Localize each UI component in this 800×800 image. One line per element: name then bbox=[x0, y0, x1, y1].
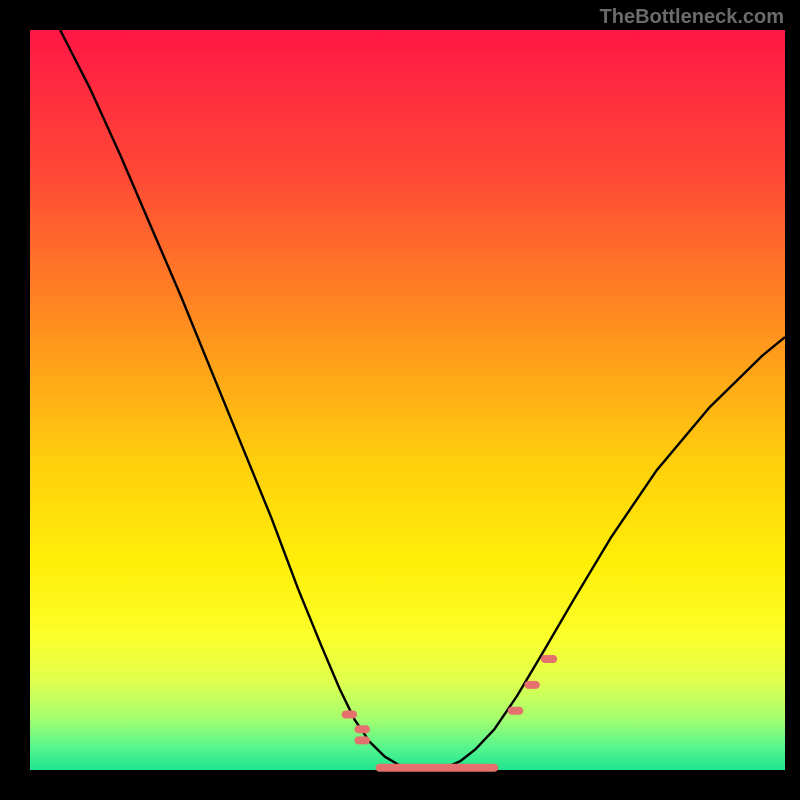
chart-svg bbox=[0, 0, 800, 800]
chart-root: TheBottleneck.com bbox=[0, 0, 800, 800]
watermark-text: TheBottleneck.com bbox=[600, 6, 784, 29]
plot-background bbox=[30, 30, 785, 770]
